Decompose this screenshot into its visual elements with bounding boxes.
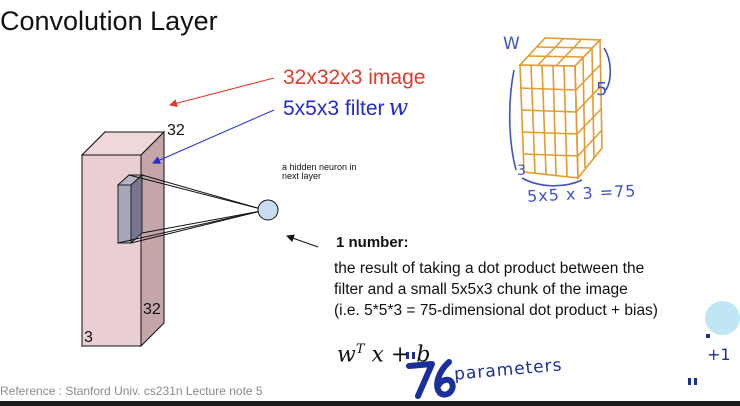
handwritten-three: 3	[517, 163, 526, 179]
image-arrow	[169, 77, 275, 108]
filter-weight-symbol: w	[388, 95, 409, 121]
depth-dimension-label: 3	[84, 329, 93, 346]
filter-size-text: 5x5x3 filter	[283, 97, 385, 120]
result-arrow	[286, 234, 319, 248]
handwritten-brackets	[508, 47, 612, 187]
filter-size-label: 5x5x3 filter w	[283, 95, 408, 121]
handwritten-w: W	[503, 34, 520, 54]
result-heading: 1 number:	[336, 234, 409, 251]
handwritten-five: 5	[596, 79, 608, 100]
image-size-label: 32x32x3 image	[283, 66, 426, 89]
formula-w: w	[337, 342, 356, 368]
filter-block	[116, 173, 144, 245]
formula-transpose: T	[355, 342, 365, 357]
filter-arrow	[152, 109, 275, 164]
result-line-1: the result of taking a dot product betwe…	[334, 260, 645, 277]
handwritten-quotes	[406, 352, 697, 385]
formula: wT x + b	[337, 342, 430, 367]
slide-title: Convolution Layer	[0, 6, 218, 36]
connection-lines	[117, 174, 262, 244]
bottom-bar	[0, 401, 740, 406]
bias-highlight	[705, 301, 740, 335]
result-line-3: (i.e. 5*5*3 = 75-dimensional dot product…	[334, 302, 658, 319]
handwritten-plus-one: +1	[707, 345, 731, 364]
width-dimension-label: 32	[143, 301, 161, 318]
hidden-neuron	[257, 199, 279, 221]
result-line-2: filter and a small 5x5x3 chunk of the im…	[334, 281, 628, 298]
height-dimension-label: 32	[167, 122, 185, 139]
handwritten-76	[406, 359, 456, 399]
neuron-label: a hidden neuron in next layer	[282, 162, 357, 181]
reference-note: Reference : Stanford Univ. cs231n Lectur…	[0, 384, 263, 398]
result-description: the result of taking a dot product betwe…	[334, 258, 658, 321]
formula-rest: x + b	[364, 342, 431, 368]
handwritten-cube	[518, 37, 603, 181]
